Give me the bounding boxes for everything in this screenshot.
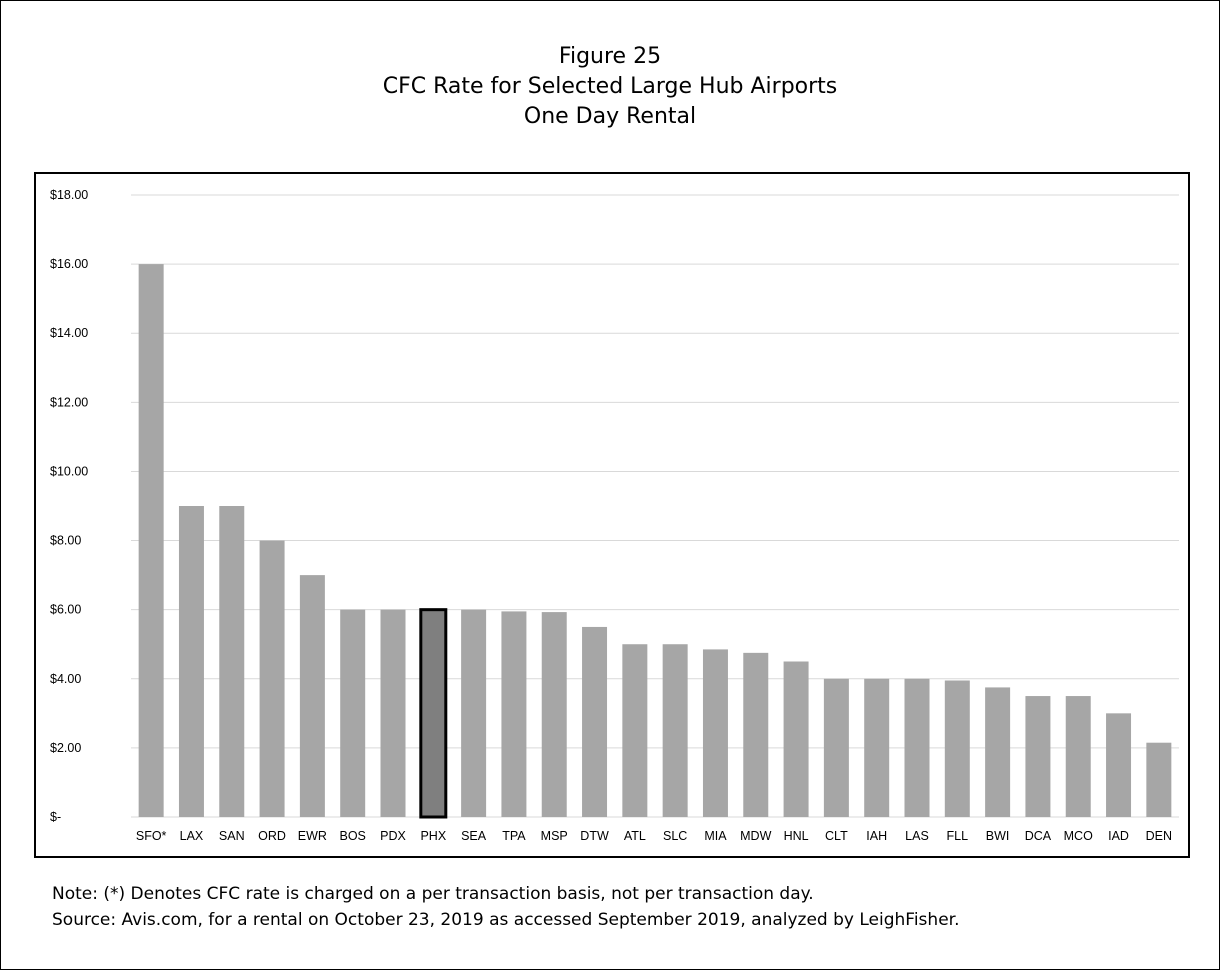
x-tick-label: IAD [1108, 829, 1129, 843]
bar-iad [1106, 713, 1132, 817]
bar-den [1146, 742, 1172, 817]
bar-tpa [501, 611, 527, 817]
bar-phx [419, 608, 448, 819]
x-tick-label: BOS [339, 829, 365, 843]
x-tick-label: DTW [580, 829, 609, 843]
bar-ord [259, 540, 285, 817]
bar-dca [1025, 696, 1051, 817]
source-text: Source: Avis.com, for a rental on Octobe… [52, 910, 960, 930]
x-tick-label: FLL [947, 829, 969, 843]
x-tick-label: BWI [986, 829, 1010, 843]
x-tick-label: IAH [866, 829, 887, 843]
y-tick-label: $10.00 [50, 464, 88, 478]
bar-mdw [743, 652, 769, 817]
x-tick-label: ORD [258, 829, 286, 843]
x-tick-label: MDW [740, 829, 771, 843]
bar-iah [864, 678, 890, 817]
figure-subtitle: One Day Rental [523, 104, 697, 129]
x-tick-label: ATL [624, 829, 646, 843]
y-tick-label: $16.00 [50, 257, 88, 271]
x-tick-label: CLT [825, 829, 848, 843]
x-tick-label: LAS [905, 829, 929, 843]
bar-slc [662, 644, 688, 817]
y-tick-label: $14.00 [50, 326, 88, 340]
x-tick-label: DEN [1146, 829, 1172, 843]
y-tick-label: $8.00 [50, 534, 81, 548]
x-tick-label: SFO* [136, 829, 167, 843]
x-tick-label: PDX [380, 829, 406, 843]
figure-title: CFC Rate for Selected Large Hub Airports [382, 74, 838, 99]
bar-bos [340, 609, 366, 817]
bar-sea [461, 609, 487, 817]
bar-dtw [582, 626, 608, 817]
x-tick-label: TPA [502, 829, 526, 843]
figure-title-block: Figure 25 CFC Rate for Selected Large Hu… [0, 42, 1220, 132]
bar-sfo [138, 264, 164, 818]
bar-msp [541, 612, 567, 817]
bar-mia [702, 649, 728, 817]
bar-bwi [985, 687, 1011, 817]
x-tick-label: MSP [541, 829, 568, 843]
bar-mco [1065, 696, 1091, 817]
bar-atl [622, 644, 648, 817]
x-tick-label: LAX [180, 829, 204, 843]
bar-san [219, 506, 245, 817]
x-tick-label: SEA [461, 829, 487, 843]
x-tick-label: HNL [784, 829, 809, 843]
bar-clt [823, 678, 849, 817]
y-tick-label: $2.00 [50, 741, 81, 755]
y-tick-label: $6.00 [50, 603, 81, 617]
x-tick-label: MIA [704, 829, 727, 843]
bar-pdx [380, 609, 406, 817]
notes: Note: (*) Denotes CFC rate is charged on… [52, 881, 959, 933]
y-tick-label: $4.00 [50, 672, 81, 686]
chart-frame: $- $2.00 $4.00 $6.00 $8.00 $10.00 $12.00 $14.00… [34, 172, 1190, 858]
y-tick-label: $12.00 [50, 395, 88, 409]
x-tick-label: PHX [420, 829, 446, 843]
y-tick-label: $18.00 [50, 188, 88, 202]
note-text: Note: (*) Denotes CFC rate is charged on… [52, 884, 814, 904]
x-tick-label: DCA [1025, 829, 1052, 843]
bar-chart: $- $2.00 $4.00 $6.00 $8.00 $10.00 $12.00 $14.00… [50, 188, 1179, 843]
bar-hnl [783, 661, 809, 817]
x-tick-label: SAN [219, 829, 245, 843]
y-tick-label: $- [50, 810, 61, 824]
bar-ewr [299, 575, 325, 817]
x-tick-label: SLC [663, 829, 687, 843]
x-tick-label: EWR [298, 829, 327, 843]
bar-lax [178, 506, 204, 817]
x-tick-label: MCO [1064, 829, 1093, 843]
bar-las [904, 678, 930, 817]
figure-number: Figure 25 [558, 44, 662, 69]
bar-fll [944, 680, 970, 817]
